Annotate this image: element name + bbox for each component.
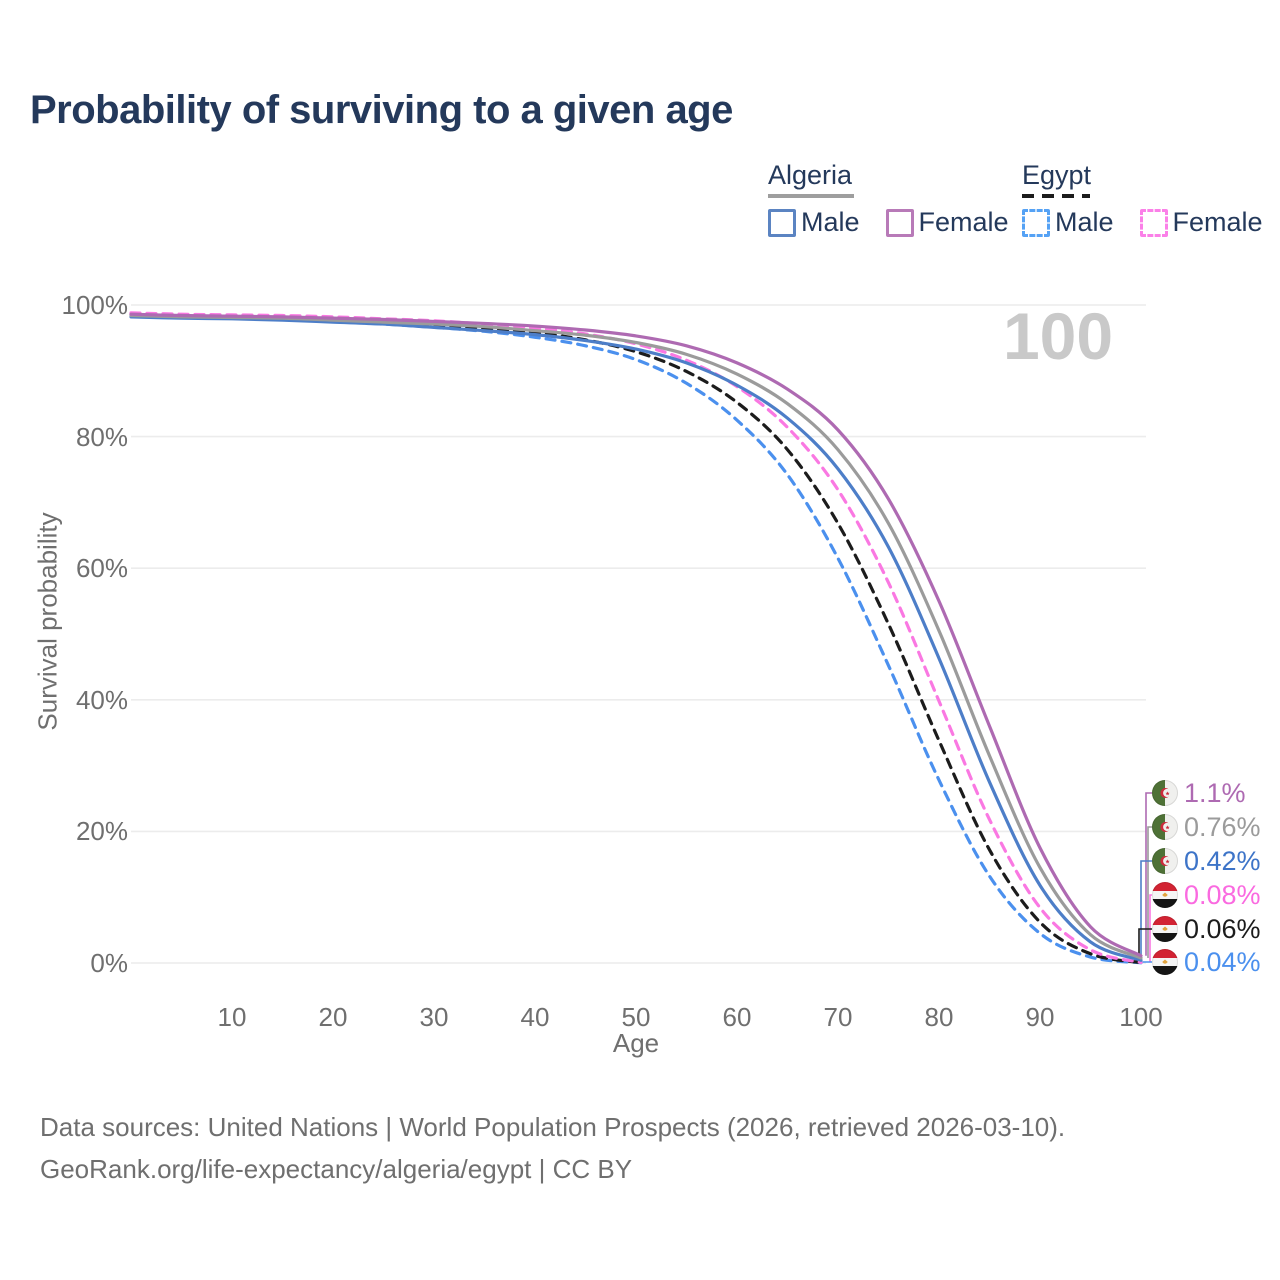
egypt-flag-icon	[1152, 916, 1178, 942]
legend-group-egypt: Egypt Male Female	[1022, 160, 1263, 238]
end-label-egypt-male[interactable]: 0.04%	[1152, 947, 1261, 977]
y-tick-60: 60%	[75, 553, 128, 583]
egypt-flag-icon	[1152, 949, 1178, 975]
y-tick-80: 80%	[75, 422, 128, 452]
source-url-line: GeoRank.org/life-expectancy/algeria/egyp…	[40, 1154, 633, 1184]
x-tick-100: 100	[1119, 1002, 1163, 1032]
y-tick-0: 0%	[90, 948, 128, 978]
end-value: 0.42%	[1184, 845, 1261, 876]
egypt-dashed-line-sample	[1022, 194, 1090, 198]
egypt-flag-icon	[1152, 882, 1178, 908]
x-axis-title: Age	[612, 1028, 660, 1058]
x-tick-50: 50	[621, 1002, 651, 1032]
end-label-egypt-female[interactable]: 0.08%	[1152, 880, 1261, 910]
y-tick-40: 40%	[75, 685, 128, 715]
end-label-algeria-male[interactable]: 0.42%	[1152, 846, 1261, 876]
algeria-flag-icon	[1152, 848, 1178, 874]
age-watermark: 100	[1002, 299, 1114, 373]
legend-item-egypt-male[interactable]: Male	[1022, 207, 1114, 238]
egypt-male-swatch-icon	[1022, 208, 1050, 237]
end-label-egypt-both[interactable]: 0.06%	[1152, 914, 1261, 944]
egypt-female-swatch-icon	[1139, 208, 1168, 237]
x-tick-70: 70	[823, 1002, 853, 1032]
x-tick-90: 90	[1025, 1002, 1055, 1032]
end-value: 0.08%	[1184, 879, 1261, 910]
y-tick-20: 20%	[75, 816, 128, 846]
legend-label: Female	[918, 207, 1009, 237]
algeria-flag-icon	[1152, 814, 1178, 840]
legend-header-algeria: Algeria	[768, 160, 853, 190]
x-tick-20: 20	[318, 1002, 348, 1032]
y-tick-100: 100%	[61, 290, 129, 320]
x-tick-30: 30	[419, 1002, 449, 1032]
legend-label: Female	[1172, 207, 1263, 237]
legend-group-algeria: Algeria Male Female	[768, 160, 1009, 238]
algeria-male-swatch-icon	[768, 208, 796, 237]
data-source-line: Data sources: United Nations | World Pop…	[40, 1112, 1066, 1142]
algeria-solid-line-sample	[768, 194, 854, 198]
x-tick-40: 40	[520, 1002, 550, 1032]
end-value: 1.1%	[1184, 777, 1246, 808]
algeria-female-swatch-icon	[885, 208, 914, 237]
legend-header-egypt: Egypt	[1022, 160, 1092, 190]
legend-item-algeria-female[interactable]: Female	[885, 207, 1009, 238]
x-tick-60: 60	[722, 1002, 752, 1032]
end-value: 0.06%	[1184, 913, 1261, 944]
footer-attribution: Data sources: United Nations | World Pop…	[40, 1106, 1065, 1190]
legend-item-algeria-male[interactable]: Male	[768, 207, 860, 238]
end-label-algeria-female[interactable]: 1.1%	[1152, 778, 1246, 808]
end-value: 0.04%	[1184, 946, 1261, 977]
legend-label: Male	[801, 207, 860, 237]
x-tick-80: 80	[924, 1002, 954, 1032]
legend-label: Male	[1055, 207, 1114, 237]
page-title: Probability of surviving to a given age	[30, 88, 733, 132]
end-value: 0.76%	[1184, 811, 1261, 842]
algeria-flag-icon	[1152, 780, 1178, 806]
end-label-algeria-both[interactable]: 0.76%	[1152, 812, 1261, 842]
x-tick-10: 10	[217, 1002, 247, 1032]
legend-item-egypt-female[interactable]: Female	[1139, 207, 1263, 238]
